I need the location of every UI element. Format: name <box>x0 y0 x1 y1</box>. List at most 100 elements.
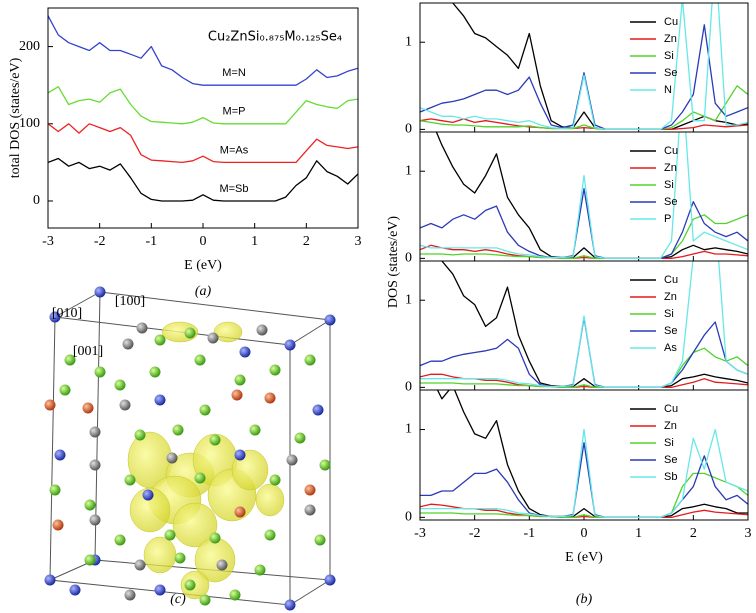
atom <box>304 504 316 516</box>
atom <box>59 384 71 396</box>
series-line <box>435 132 748 260</box>
atom <box>44 399 56 411</box>
atom <box>304 484 316 496</box>
caption: (c) <box>170 592 186 607</box>
atom <box>114 379 126 391</box>
y-tick-label: 1 <box>405 34 412 49</box>
atom <box>84 499 96 511</box>
atom <box>89 459 101 471</box>
atom <box>284 339 296 351</box>
isosurface <box>213 321 243 343</box>
atom <box>172 424 184 436</box>
legend-label: Cu <box>664 403 678 415</box>
cell-edge <box>54 291 101 318</box>
atom <box>199 404 211 416</box>
series-line <box>441 261 748 389</box>
atom <box>52 519 64 531</box>
plot-frame <box>419 389 749 521</box>
series-line <box>451 3 748 131</box>
series-line <box>420 85 748 131</box>
atom <box>269 474 281 486</box>
series-line <box>420 118 748 131</box>
atom <box>69 584 81 596</box>
atom <box>239 346 251 358</box>
atom <box>154 584 166 596</box>
atom <box>124 589 136 601</box>
isosurface <box>129 487 171 533</box>
atom <box>231 389 243 401</box>
y-tick-label: 1 <box>405 163 412 178</box>
plot-lines <box>48 15 358 202</box>
legend-label: Cu <box>664 145 678 157</box>
isosurface <box>172 502 218 548</box>
plot-lines <box>420 3 748 131</box>
legend-label: Sb <box>664 471 677 483</box>
atom <box>269 364 281 376</box>
series-line <box>420 428 748 519</box>
series-label: M=As <box>220 144 249 156</box>
axis-label: [100] <box>115 294 145 309</box>
x-tick-label: -1 <box>145 234 157 249</box>
atom <box>134 559 146 571</box>
legend-label: Se <box>664 454 677 466</box>
plot-lines <box>420 261 748 389</box>
series-line <box>48 157 358 202</box>
legend-label: Si <box>664 179 674 191</box>
cell-edge <box>289 579 331 606</box>
series-line <box>48 15 358 86</box>
atom <box>54 449 66 461</box>
atom <box>319 459 331 471</box>
atom <box>184 327 196 339</box>
caption: (b) <box>576 592 593 607</box>
atom <box>312 404 324 416</box>
atom <box>114 534 126 546</box>
x-tick-label: -2 <box>94 234 106 249</box>
atom <box>142 489 154 501</box>
atom <box>216 559 228 571</box>
atom <box>234 374 246 386</box>
x-tick-label: -3 <box>414 526 426 541</box>
atom <box>149 366 161 378</box>
y-tick-label: 0 <box>405 510 412 525</box>
x-axis-label: E (eV) <box>565 550 603 565</box>
y-tick-label: 0 <box>33 193 40 208</box>
series-line <box>436 390 748 519</box>
series-line <box>420 24 748 131</box>
x-axis-label: E (eV) <box>184 258 222 273</box>
series-line <box>420 442 748 519</box>
atom <box>94 366 106 378</box>
plot-lines <box>420 132 748 260</box>
crystal-structure <box>44 286 336 611</box>
atom <box>154 394 166 406</box>
y-tick-label: 1 <box>405 422 412 437</box>
series-line <box>420 317 748 389</box>
atom <box>229 589 241 601</box>
atom <box>234 506 246 518</box>
atom <box>234 449 246 461</box>
cell-edge <box>289 319 331 346</box>
series-line <box>420 261 748 389</box>
legend-label: Se <box>664 67 677 79</box>
atom <box>84 554 96 566</box>
series-line <box>48 86 358 125</box>
legend-label: Zn <box>664 291 677 303</box>
atom <box>294 432 306 444</box>
x-tick-label: 3 <box>745 526 752 541</box>
legend-label: As <box>664 342 677 354</box>
atom <box>166 452 178 464</box>
x-tick-label: 3 <box>355 234 362 249</box>
x-tick-label: 0 <box>581 526 588 541</box>
atom <box>209 434 221 446</box>
series-line <box>48 123 358 164</box>
legend-label: Se <box>664 325 677 337</box>
legend-label: Zn <box>664 33 677 45</box>
atom <box>64 354 76 366</box>
y-tick-label: 100 <box>19 116 40 131</box>
x-tick-label: 2 <box>690 526 697 541</box>
isosurface <box>255 483 285 517</box>
x-tick-label: -3 <box>42 234 54 249</box>
legend-label: N <box>664 84 672 96</box>
y-axis-label: total DOS (states/eV) <box>8 57 23 178</box>
plot-frame <box>419 131 749 262</box>
